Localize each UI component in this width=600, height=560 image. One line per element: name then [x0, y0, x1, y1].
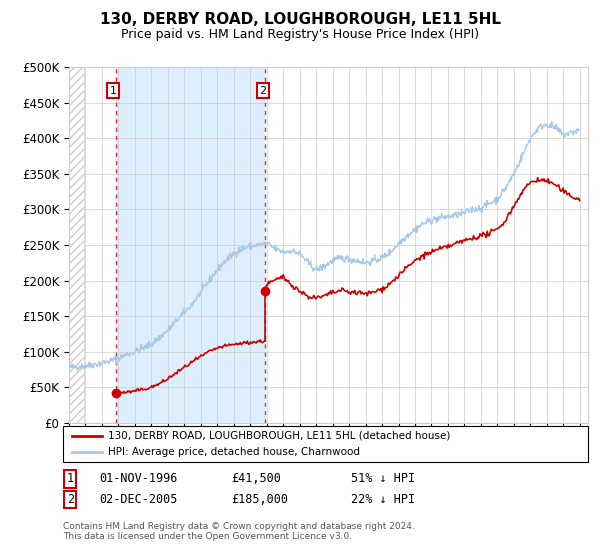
- Text: Contains HM Land Registry data © Crown copyright and database right 2024.
This d: Contains HM Land Registry data © Crown c…: [63, 522, 415, 542]
- Text: 130, DERBY ROAD, LOUGHBOROUGH, LE11 5HL: 130, DERBY ROAD, LOUGHBOROUGH, LE11 5HL: [100, 12, 500, 27]
- Text: 2: 2: [67, 493, 74, 506]
- Text: 1: 1: [110, 86, 116, 96]
- Text: 130, DERBY ROAD, LOUGHBOROUGH, LE11 5HL (detached house): 130, DERBY ROAD, LOUGHBOROUGH, LE11 5HL …: [108, 431, 451, 441]
- Text: 01-NOV-1996: 01-NOV-1996: [99, 472, 178, 486]
- Bar: [116, 67, 265, 423]
- Text: 22% ↓ HPI: 22% ↓ HPI: [351, 493, 415, 506]
- Text: 1: 1: [67, 472, 74, 486]
- Text: Price paid vs. HM Land Registry's House Price Index (HPI): Price paid vs. HM Land Registry's House …: [121, 28, 479, 41]
- Text: 02-DEC-2005: 02-DEC-2005: [99, 493, 178, 506]
- Text: HPI: Average price, detached house, Charnwood: HPI: Average price, detached house, Char…: [108, 447, 360, 457]
- Text: £41,500: £41,500: [231, 472, 281, 486]
- Text: 2: 2: [259, 86, 266, 96]
- Text: £185,000: £185,000: [231, 493, 288, 506]
- Text: 51% ↓ HPI: 51% ↓ HPI: [351, 472, 415, 486]
